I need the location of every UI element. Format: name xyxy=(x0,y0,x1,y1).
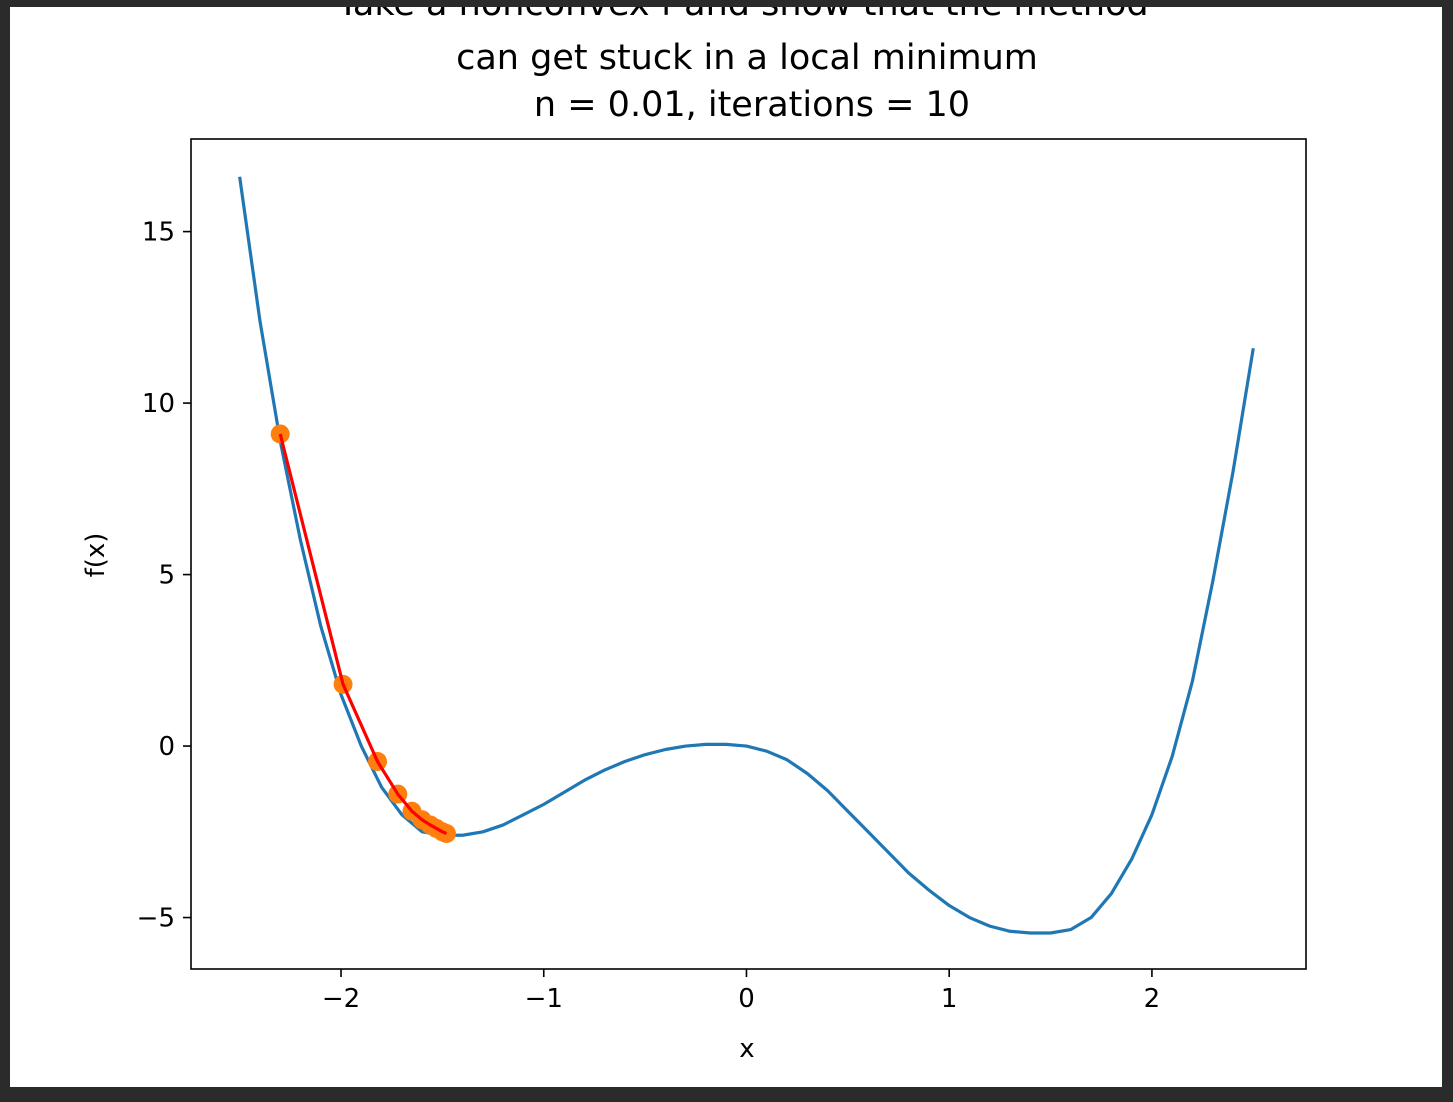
x-tick-label: −2 xyxy=(322,984,360,1014)
chart: Take a nonconvex f and show that the met… xyxy=(81,7,1307,1064)
title-line-2: can get stuck in a local minimum xyxy=(456,38,1038,78)
function-curve xyxy=(238,176,1255,935)
chart-title: Take a nonconvex f and show that the met… xyxy=(336,7,1148,125)
y-tick-label: 15 xyxy=(142,218,175,248)
y-tick-label: 10 xyxy=(142,389,175,419)
title-line-1: Take a nonconvex f and show that the met… xyxy=(336,7,1148,24)
figure-canvas: Take a nonconvex f and show that the met… xyxy=(10,7,1442,1087)
plot-data xyxy=(238,176,1255,935)
plot-axes: −2 −1 0 1 2 −5 0 5 10 15 xyxy=(137,218,1161,1014)
x-tick-label: 1 xyxy=(941,984,958,1014)
y-tick-label: 5 xyxy=(158,561,175,591)
x-tick-label: 0 xyxy=(738,984,755,1014)
y-tick-label: 0 xyxy=(158,732,175,762)
y-axis-label: f(x) xyxy=(81,533,111,578)
x-tick-label: −1 xyxy=(525,984,563,1014)
y-tick-label: −5 xyxy=(137,904,175,934)
x-tick-label: 2 xyxy=(1144,984,1161,1014)
descent-path xyxy=(278,433,448,835)
plot-frame xyxy=(190,138,1307,970)
title-line-3: n = 0.01, iterations = 10 xyxy=(534,85,970,125)
x-axis-label: x xyxy=(739,1034,754,1064)
